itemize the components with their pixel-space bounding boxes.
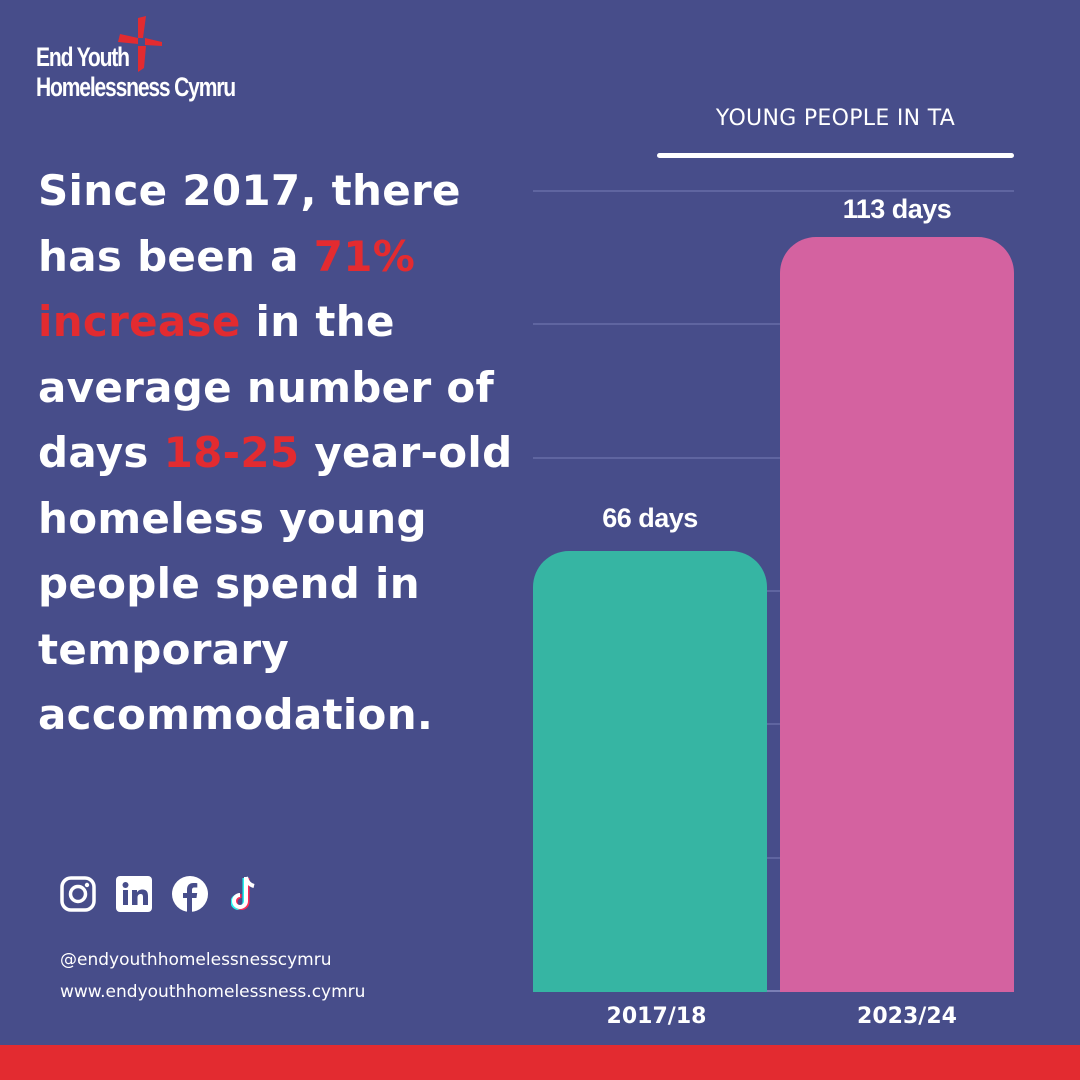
logo-text-line2: Homelessness Cymru — [36, 72, 236, 102]
logo-text-line1: End Youth — [36, 42, 130, 72]
gridline — [533, 590, 1014, 592]
bar-2023-24 — [780, 237, 1014, 992]
gridline — [533, 190, 1014, 192]
headline-highlight-percent: 71% increase — [38, 231, 416, 347]
facebook-icon[interactable] — [172, 876, 208, 912]
x-axis-label: 2023/24 — [857, 1004, 957, 1029]
headline: Since 2017, there has been a 71% increas… — [38, 158, 518, 748]
linkedin-icon[interactable] — [116, 876, 152, 912]
gridline — [533, 457, 1014, 459]
chart-title: YOUNG PEOPLE IN TA — [715, 106, 956, 131]
chart-baseline — [533, 990, 1014, 992]
headline-text: year-old homeless young people spend in … — [38, 428, 513, 739]
gridline — [533, 857, 1014, 859]
x-axis-label: 2017/18 — [606, 1004, 707, 1029]
chart-title-underline — [657, 153, 1014, 158]
bar-2017-18 — [533, 551, 767, 992]
logo-cross-icon — [118, 16, 162, 72]
bar-value-label: 113 days — [842, 194, 952, 224]
gridline — [533, 323, 1014, 325]
brand-logo: End Youth Homelessness Cymru — [36, 16, 256, 106]
social-icons — [60, 876, 264, 912]
gridline — [533, 723, 1014, 725]
headline-text: Since 2017, there has been a — [38, 166, 461, 281]
bar-chart-plot — [533, 190, 1014, 992]
instagram-icon[interactable] — [60, 876, 96, 912]
headline-text: in the average number of days — [38, 297, 495, 477]
headline-highlight-age: 18-25 — [163, 428, 300, 477]
tiktok-icon[interactable] — [228, 876, 264, 912]
website-link[interactable]: www.endyouthhomelessness.cymru — [60, 982, 366, 1002]
contact-info: @endyouthhomelessnesscymru www.endyouthh… — [60, 944, 365, 1008]
social-handle: @endyouthhomelessnesscymru — [60, 950, 332, 970]
bar-value-label: 66 days — [602, 503, 698, 533]
footer-band — [0, 1045, 1080, 1080]
